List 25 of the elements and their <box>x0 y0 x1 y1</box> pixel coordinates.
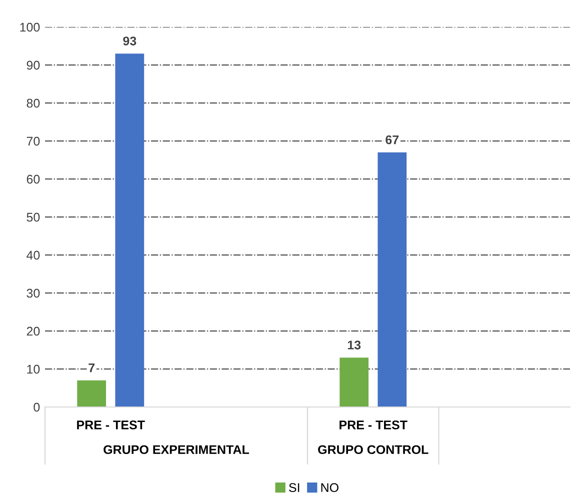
y-tick-label: 0 <box>34 402 40 412</box>
text: GRUPO CONTROL <box>318 445 428 454</box>
y-tick-label: 90 <box>26 60 40 70</box>
y-tick-label: 20 <box>26 326 40 336</box>
x-tick-label: PRE - TEST <box>77 420 145 430</box>
data-label: 7 <box>88 364 95 372</box>
data-label: 13 <box>348 340 361 350</box>
y-tick-label: 10 <box>27 364 40 374</box>
bar <box>115 54 144 407</box>
y-tick-label: 40 <box>26 250 40 260</box>
legend-label: SI <box>289 483 300 492</box>
legend-label: NO <box>321 483 338 492</box>
text: GRUPO EXPERIMENTAL <box>104 445 250 454</box>
bar <box>340 358 369 407</box>
y-tick-label: 30 <box>26 288 40 298</box>
data-label: 93 <box>123 36 136 46</box>
y-tick-label: 50 <box>26 212 40 222</box>
bar <box>77 380 106 407</box>
y-tick-label: 60 <box>26 174 40 184</box>
bar <box>378 152 407 407</box>
y-tick-label: 100 <box>20 22 40 32</box>
data-label: 67 <box>386 135 399 144</box>
y-tick-label: 80 <box>26 98 40 108</box>
x-tick-label: PRE - TEST <box>340 420 408 430</box>
y-tick-label: 70 <box>26 136 40 146</box>
